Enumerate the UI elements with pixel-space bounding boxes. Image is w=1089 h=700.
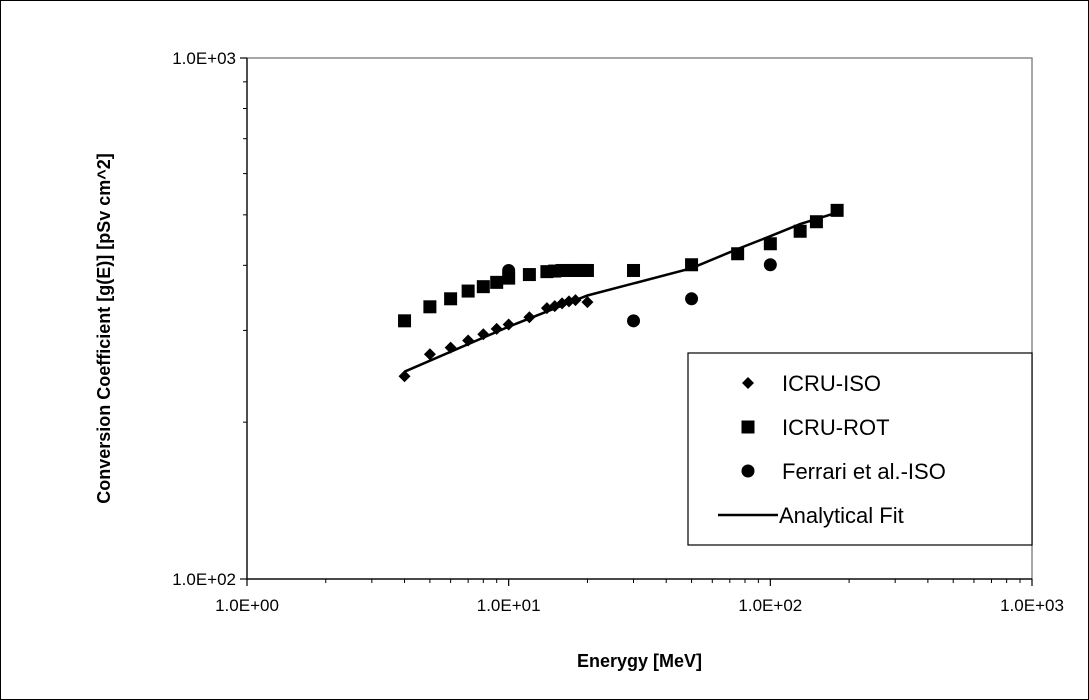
data-point [444, 292, 458, 306]
y-axis-title: Conversion Coefficient [g(E)] [pSv cm^2] [94, 153, 114, 504]
legend-label: ICRU-ROT [782, 415, 890, 440]
data-point [522, 268, 536, 282]
x-tick-label: 1.0E+03 [1000, 596, 1064, 615]
legend-marker [741, 464, 755, 478]
legend-marker [742, 377, 754, 389]
data-point [793, 224, 807, 238]
axes: 1.0E+02 1.0E+03 1.0E+00 1.0E+01 1.0E+02 1.0E+… [172, 49, 1064, 615]
data-point [423, 348, 436, 361]
data-point [581, 296, 594, 309]
series-layer [398, 203, 844, 383]
legend-item: Ferrari et al.-ISO [741, 459, 946, 484]
legend-label: Analytical Fit [779, 503, 904, 528]
legend-label: Ferrari et al.-ISO [782, 459, 946, 484]
data-point [685, 292, 699, 306]
data-point [627, 314, 641, 328]
data-point [398, 370, 411, 383]
legend-item: ICRU-ISO [742, 371, 881, 396]
y-tick-label: 1.0E+03 [172, 49, 236, 68]
fit-line [404, 211, 838, 373]
data-point [627, 263, 641, 277]
x-tick-label: 1.0E+01 [477, 596, 541, 615]
data-point [461, 284, 475, 298]
legend-item: Analytical Fit [718, 503, 904, 528]
legend: ICRU-ISO ICRU-ROT Ferrari et al.-ISO Analyt… [687, 352, 1033, 546]
data-point [423, 300, 437, 314]
legend-label: ICRU-ISO [782, 371, 881, 396]
x-tick-label: 1.0E+02 [738, 596, 802, 615]
data-point [763, 258, 777, 272]
series-analytical-fit [404, 211, 838, 373]
legend-item: ICRU-ROT [741, 415, 890, 440]
data-point [763, 237, 777, 251]
x-tick-label: 1.0E+00 [215, 596, 279, 615]
x-axis-title: Enerygy [MeV] [577, 651, 702, 671]
data-point [502, 263, 516, 277]
series-ferrari-et-al-iso [502, 258, 777, 328]
data-point [398, 314, 412, 328]
legend-marker [741, 420, 755, 434]
data-point [476, 280, 490, 294]
data-point [490, 275, 504, 289]
y-tick-label: 1.0E+02 [172, 570, 236, 589]
data-point [580, 263, 594, 277]
series-icru-rot [398, 203, 844, 328]
